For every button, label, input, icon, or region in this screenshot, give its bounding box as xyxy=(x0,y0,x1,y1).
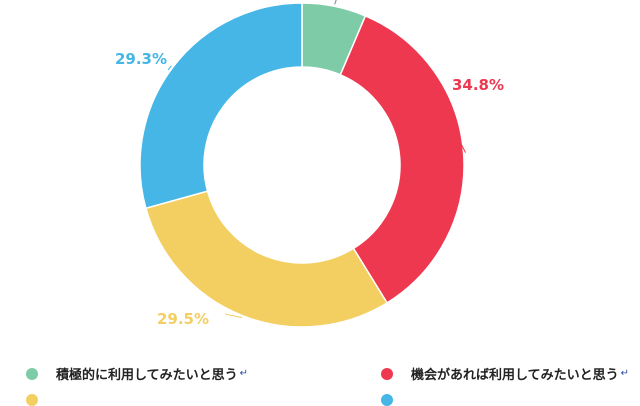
slice-label-leader xyxy=(167,65,172,71)
slice-label-leader xyxy=(454,131,466,153)
slice-yellow xyxy=(144,190,389,328)
return-mark-icon: ↵ xyxy=(620,368,630,379)
legend-swatch-green xyxy=(26,367,38,380)
slice-value-label: 29.5% xyxy=(157,310,209,328)
slice-use-if-chance xyxy=(339,14,465,304)
legend-label: 機会があれば利用してみたいと思う xyxy=(411,368,619,383)
slice-value-label: 34.8% xyxy=(452,76,504,94)
legend-swatch-yellow xyxy=(26,394,38,406)
legend-label: 積極的に利用してみたいと思う xyxy=(56,368,238,383)
legend-item-use-if-chance: 機会があれば利用してみたいと思う ↵ xyxy=(381,364,629,383)
slice-blue xyxy=(139,2,303,210)
slice-value-label: 29.3% xyxy=(115,50,167,68)
legend-swatch-red xyxy=(381,367,393,380)
return-mark-icon: ↵ xyxy=(239,368,249,379)
legend-swatch-blue xyxy=(381,394,393,406)
legend-item-blue xyxy=(381,394,411,406)
legend-item-yellow xyxy=(26,394,56,406)
slice-label-leader xyxy=(224,313,243,319)
legend: 積極的に利用してみたいと思う ↵ 機会があれば利用してみたいと思う ↵ xyxy=(0,356,640,406)
slice-label-leader xyxy=(334,0,337,5)
legend-item-active-use: 積極的に利用してみたいと思う ↵ xyxy=(26,364,248,383)
